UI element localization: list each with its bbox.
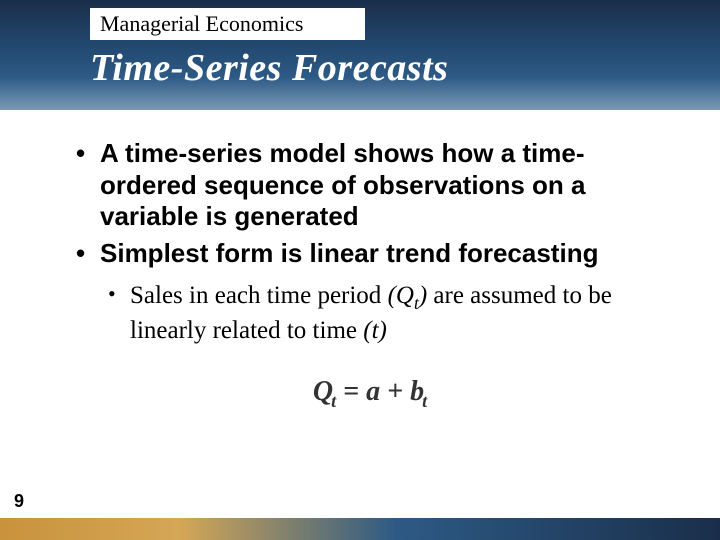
slide-header: Managerial Economics Time-Series Forecas…	[0, 0, 720, 110]
bullet-item-2: Simplest form is linear trend forecastin…	[70, 238, 670, 270]
math-var-t: (t)	[363, 317, 387, 344]
eq-equals: =	[336, 376, 366, 407]
eq-rhs-b-sub: t	[422, 391, 427, 411]
course-label: Managerial Economics	[90, 8, 365, 40]
slide-container: Managerial Economics Time-Series Forecas…	[0, 0, 720, 540]
footer-bar	[0, 518, 720, 540]
slide-title: Time-Series Forecasts	[90, 46, 720, 90]
slide-content: A time-series model shows how a time-ord…	[0, 110, 720, 412]
sub-bullet-text-pre: Sales in each time period	[130, 282, 388, 309]
bullet-list-level1: A time-series model shows how a time-ord…	[70, 138, 670, 270]
sub-bullet-item-1: Sales in each time period (Qt) are assum…	[104, 280, 670, 346]
eq-rhs-a: a	[366, 376, 380, 407]
page-number: 9	[14, 491, 24, 512]
eq-plus: +	[380, 376, 410, 407]
bullet-list-level2: Sales in each time period (Qt) are assum…	[70, 280, 670, 346]
bullet-item-1: A time-series model shows how a time-ord…	[70, 138, 670, 233]
equation: Qt = a + bt	[70, 376, 670, 412]
math-var-Qt-close: )	[419, 282, 427, 309]
math-var-Qt-open: (Q	[388, 282, 414, 309]
